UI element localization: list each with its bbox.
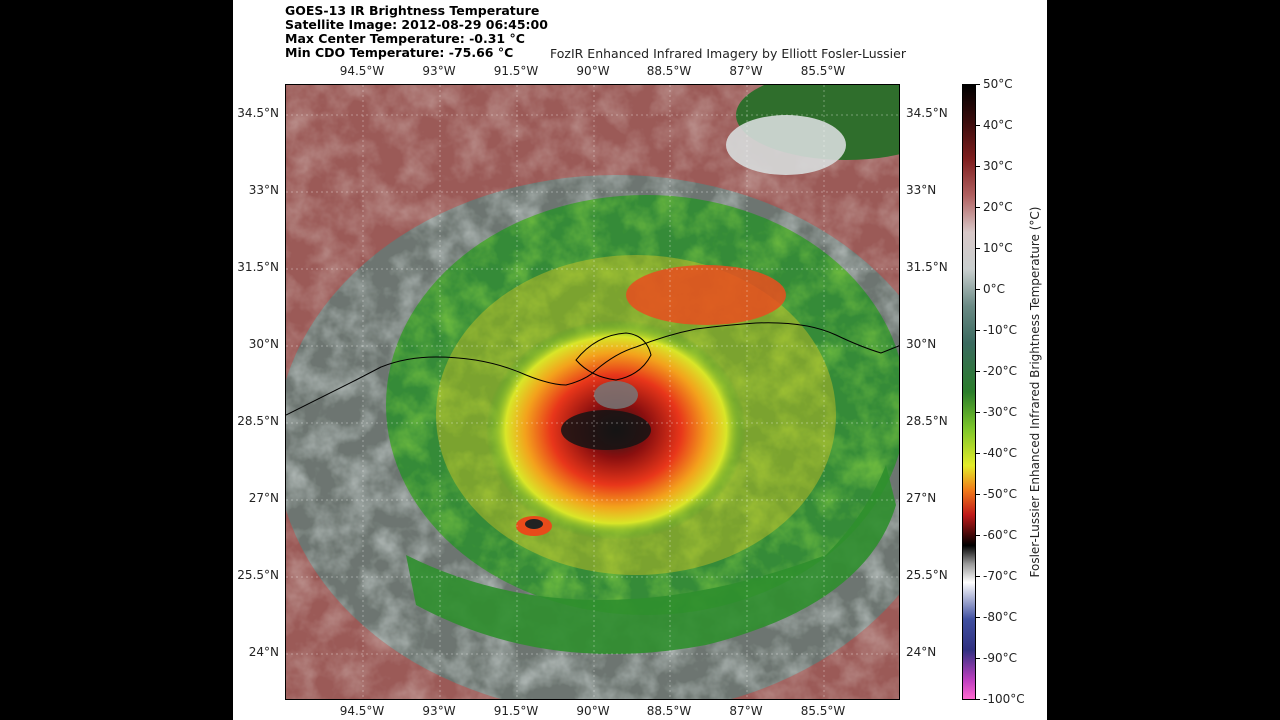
lat-tick-right: 33°N (906, 183, 937, 197)
lon-tick-top: 93°W (422, 64, 456, 78)
colorbar-tick: -90°C (983, 651, 1017, 665)
colorbar-tick-mark (976, 84, 980, 85)
lat-tick-right: 24°N (906, 645, 937, 659)
lat-tick-right: 30°N (906, 337, 937, 351)
colorbar-tick-mark (976, 617, 980, 618)
colorbar-tick: 10°C (983, 241, 1013, 255)
colorbar-tick-mark (976, 699, 980, 700)
figure-panel: GOES-13 IR Brightness Temperature Satell… (233, 0, 1047, 720)
colorbar-tick: -100°C (983, 692, 1025, 706)
lat-tick-right: 28.5°N (906, 414, 948, 428)
cdo-coldest-top (561, 410, 651, 450)
lon-tick-top: 88.5°W (646, 64, 692, 78)
lat-tick-left: 27°N (248, 491, 279, 505)
colorbar-label: Fosler-Lussier Enhanced Infrared Brightn… (1028, 206, 1042, 578)
northern-convection (626, 265, 786, 325)
lat-tick-left: 31.5°N (237, 260, 279, 274)
lon-tick-bottom: 88.5°W (646, 704, 692, 718)
colorbar-tick: -80°C (983, 610, 1017, 624)
max-center-temperature: Max Center Temperature: -0.31 °C (285, 31, 525, 46)
lon-tick-bottom: 87°W (729, 704, 763, 718)
convective-cell-core (525, 519, 543, 529)
colorbar-tick: -10°C (983, 323, 1017, 337)
colorbar-tick-mark (976, 453, 980, 454)
lon-tick-bottom: 91.5°W (493, 704, 539, 718)
lat-tick-left: 34.5°N (237, 106, 279, 120)
lat-tick-left: 24°N (248, 645, 279, 659)
colorbar-tick-mark (976, 330, 980, 331)
colorbar-tick: -50°C (983, 487, 1017, 501)
colorbar-tick: 20°C (983, 200, 1013, 214)
colorbar-tick-mark (976, 371, 980, 372)
colorbar-tick: 30°C (983, 159, 1013, 173)
colorbar-tick-mark (976, 125, 980, 126)
colorbar-tick: -60°C (983, 528, 1017, 542)
lon-tick-top: 85.5°W (800, 64, 846, 78)
lon-tick-top: 91.5°W (493, 64, 539, 78)
colorbar-tick-mark (976, 166, 980, 167)
mississippi-delta-outline (575, 332, 652, 381)
lat-tick-left: 25.5°N (237, 568, 279, 582)
satellite-map[interactable] (285, 84, 900, 700)
lat-tick-right: 25.5°N (906, 568, 948, 582)
colorbar-tick-mark (976, 289, 980, 290)
colorbar-tick: -20°C (983, 364, 1017, 378)
lon-tick-top: 87°W (729, 64, 763, 78)
gulf-coastline (286, 322, 899, 416)
ir-imagery (286, 85, 899, 699)
lon-tick-bottom: 93°W (422, 704, 456, 718)
colorbar-tick: -40°C (983, 446, 1017, 460)
colorbar-tick-mark (976, 412, 980, 413)
lon-tick-bottom: 85.5°W (800, 704, 846, 718)
satellite-timestamp: Satellite Image: 2012-08-29 06:45:00 (285, 17, 548, 32)
colorbar-tick: -70°C (983, 569, 1017, 583)
colorbar-tick-mark (976, 207, 980, 208)
min-cdo-temperature: Min CDO Temperature: -75.66 °C (285, 45, 514, 60)
colorbar-tick: 50°C (983, 77, 1013, 91)
lon-tick-bottom: 90°W (576, 704, 610, 718)
lat-tick-left: 30°N (248, 337, 279, 351)
lon-tick-bottom: 94.5°W (339, 704, 385, 718)
colorbar-tick: 40°C (983, 118, 1013, 132)
lat-tick-right: 34.5°N (906, 106, 948, 120)
colorbar-tick: -30°C (983, 405, 1017, 419)
lon-tick-top: 94.5°W (339, 64, 385, 78)
cloud-northeast-edge (726, 115, 846, 175)
colorbar-tick: 0°C (983, 282, 1006, 296)
colorbar-tick-mark (976, 535, 980, 536)
lat-tick-right: 27°N (906, 491, 937, 505)
colorbar (962, 84, 976, 700)
lon-tick-top: 90°W (576, 64, 610, 78)
cdo-grey-top (594, 381, 638, 409)
colorbar-tick-mark (976, 494, 980, 495)
lat-tick-left: 33°N (248, 183, 279, 197)
colorbar-tick-mark (976, 658, 980, 659)
southern-rainband (406, 465, 896, 654)
lat-tick-right: 31.5°N (906, 260, 948, 274)
lat-tick-left: 28.5°N (237, 414, 279, 428)
colorbar-tick-mark (976, 248, 980, 249)
figure-title: GOES-13 IR Brightness Temperature (285, 3, 540, 18)
imagery-credit: FozIR Enhanced Infrared Imagery by Ellio… (550, 46, 906, 61)
colorbar-tick-mark (976, 576, 980, 577)
